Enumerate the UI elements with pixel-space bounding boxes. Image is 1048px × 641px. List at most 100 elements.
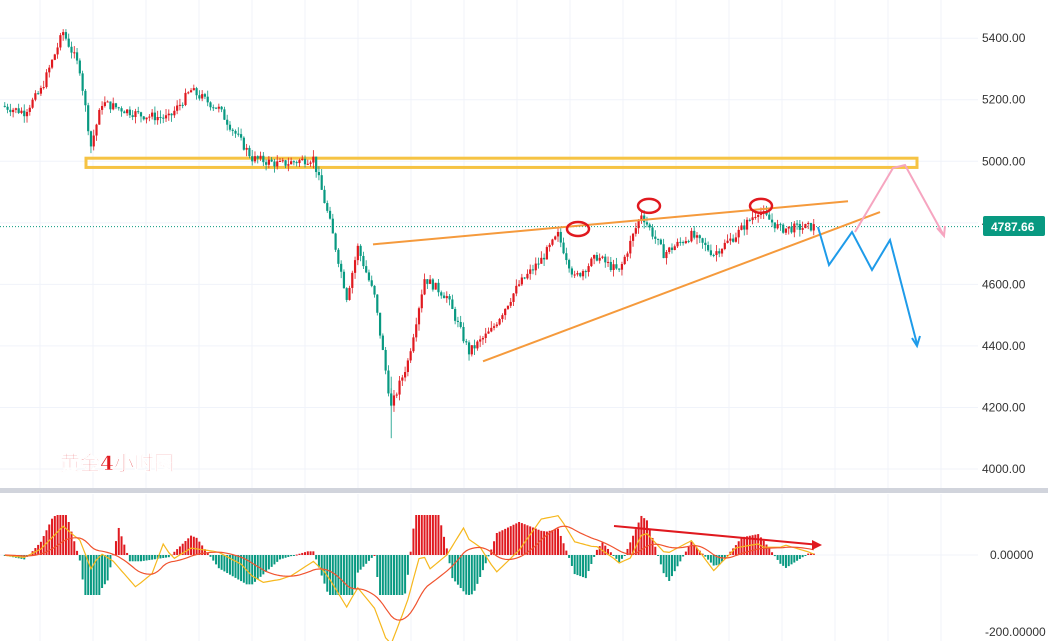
candle-body	[231, 129, 234, 131]
wedge-upper-line	[372, 200, 849, 246]
candle-body	[609, 261, 612, 270]
candle-body	[392, 395, 396, 406]
macd-tick-label: -200.00000	[985, 625, 1046, 639]
candle-body	[492, 326, 496, 328]
macd-histogram-bar	[315, 555, 318, 560]
macd-histogram-bar	[607, 548, 610, 555]
macd-histogram-bar	[634, 529, 637, 555]
macd-histogram-bar	[126, 552, 129, 555]
candle-body	[381, 335, 384, 350]
macd-histogram-bar	[429, 515, 432, 555]
resistance-zone	[84, 156, 919, 169]
candle-body	[251, 156, 254, 162]
macd-histogram-bar	[317, 555, 320, 568]
last-price-tag[interactable]: 4787.66	[983, 216, 1045, 236]
macd-histogram-bar	[56, 515, 59, 555]
macd-histogram-bar	[331, 555, 334, 595]
candle-body	[137, 111, 140, 113]
panel-separator	[0, 488, 1048, 493]
candle-body	[45, 72, 48, 88]
macd-histogram-bar	[701, 553, 704, 555]
candle-body	[420, 294, 423, 309]
candle-body	[487, 331, 490, 334]
macd-histogram-bar	[409, 551, 412, 555]
macd-histogram-bar	[587, 555, 590, 572]
macd-histogram-bar	[151, 555, 154, 560]
candle-body	[417, 308, 421, 325]
candle-body	[3, 105, 6, 107]
candle-body	[326, 203, 329, 211]
candle-body	[239, 134, 243, 138]
macd-histogram-bar	[240, 555, 243, 582]
candle-body	[198, 95, 201, 99]
candle-body	[214, 107, 218, 109]
candle-body	[70, 46, 73, 53]
candle-body	[376, 294, 379, 313]
candle-body	[351, 272, 354, 288]
macd-histogram-bar	[81, 555, 84, 580]
macd-histogram-bar	[512, 524, 515, 555]
candle-body	[353, 260, 357, 273]
candle-body	[623, 256, 626, 265]
macd-histogram-bar	[306, 551, 309, 555]
macd-histogram-bar	[423, 515, 426, 555]
macd-histogram-bar	[128, 555, 131, 562]
macd-histogram-bar	[348, 555, 351, 595]
macd-histogram-bar	[520, 523, 523, 555]
macd-histogram-bar	[370, 555, 373, 558]
candle-body	[779, 224, 782, 226]
macd-histogram-bar	[659, 555, 662, 565]
candle-body	[612, 264, 615, 270]
candle-body	[454, 308, 457, 321]
macd-histogram-bar	[709, 555, 712, 563]
macd-histogram-bar	[384, 555, 387, 595]
candle-body	[409, 351, 412, 361]
macd-histogram-bar	[504, 528, 507, 555]
candle-body	[456, 320, 460, 322]
candle-body	[253, 156, 257, 162]
candle-body	[373, 285, 376, 295]
macd-histogram-bar	[117, 527, 120, 555]
candle-body	[98, 109, 101, 125]
macd-histogram-bar	[89, 555, 92, 595]
candle-body	[573, 274, 576, 276]
candle-body	[790, 226, 793, 233]
candle-body	[12, 109, 15, 113]
macd-histogram-bar	[501, 530, 504, 555]
macd-histogram-bar	[162, 555, 165, 559]
macd-histogram-bar	[114, 541, 117, 555]
macd-histogram-bar	[142, 555, 145, 561]
macd-histogram-bar	[448, 555, 451, 564]
candle-body	[476, 341, 479, 349]
candle-body	[28, 107, 31, 112]
macd-histogram-bar	[793, 555, 796, 563]
macd-histogram-bar	[548, 530, 551, 555]
macd-histogram-bar	[465, 555, 468, 595]
macd-histogram-bar	[570, 555, 573, 566]
candle-body	[159, 116, 162, 118]
candle-body	[651, 227, 654, 237]
macd-histogram-bar	[342, 555, 345, 595]
macd-histogram-bar	[440, 525, 443, 555]
macd-histogram-bar	[484, 555, 487, 564]
macd-histogram-bar	[734, 545, 737, 555]
macd-histogram-bar	[540, 530, 543, 555]
macd-histogram-bar	[103, 555, 106, 585]
candle-body	[312, 156, 315, 163]
macd-histogram-bar	[73, 541, 76, 555]
candle-body	[495, 324, 498, 327]
macd-histogram-bar	[476, 555, 479, 584]
macd-histogram-bar	[726, 555, 729, 556]
candle-body	[732, 238, 735, 242]
macd-histogram-bar	[798, 555, 801, 559]
candle-body	[328, 210, 332, 219]
candle-body	[601, 256, 604, 258]
macd-histogram-bar	[676, 555, 679, 567]
macd-histogram-bar	[487, 555, 490, 557]
candle-body	[529, 269, 532, 274]
candle-body	[340, 263, 343, 272]
candle-body	[192, 88, 195, 91]
macd-histogram-bar	[192, 536, 195, 555]
macd-histogram-bar	[356, 555, 359, 573]
divergence-arrow	[613, 525, 821, 546]
